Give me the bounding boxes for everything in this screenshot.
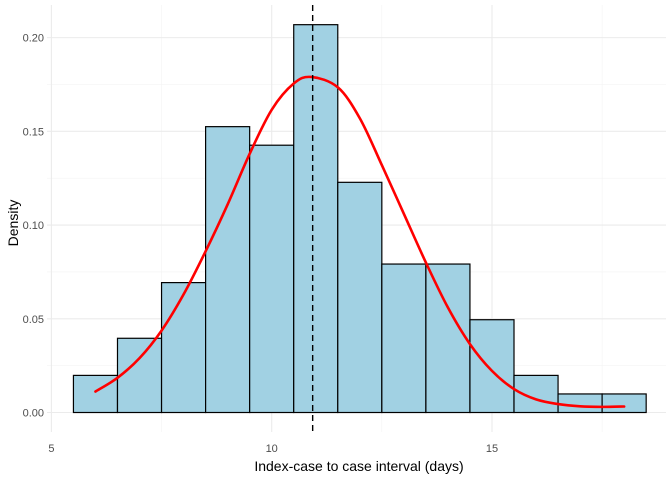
histogram-bar bbox=[381, 263, 427, 414]
x-axis-title: Index-case to case interval (days) bbox=[254, 458, 463, 474]
x-tick-label: 10 bbox=[266, 443, 278, 455]
histogram-bar bbox=[72, 374, 119, 414]
y-tick-label: 0.20 bbox=[23, 33, 44, 45]
histogram-bar bbox=[425, 263, 471, 414]
y-tick-label: 0.15 bbox=[23, 126, 44, 138]
histogram-bars bbox=[72, 24, 647, 414]
y-tick-label: 0.05 bbox=[23, 314, 44, 326]
x-axis-ticks: 5 10 15 bbox=[48, 443, 498, 455]
density-curve-layer bbox=[94, 75, 626, 409]
x-tick-label: 5 bbox=[48, 443, 54, 455]
histogram-bar bbox=[557, 393, 603, 414]
y-axis-title: Density bbox=[5, 200, 21, 247]
y-tick-label: 0.10 bbox=[23, 220, 44, 232]
x-tick-label: 15 bbox=[486, 443, 498, 455]
histogram-bar bbox=[469, 319, 515, 414]
histogram-bar bbox=[160, 282, 207, 414]
density-curve bbox=[94, 75, 626, 409]
histogram-bar bbox=[116, 337, 163, 414]
histogram-bar bbox=[601, 393, 647, 414]
histogram-bar bbox=[293, 24, 339, 414]
y-tick-label: 0.00 bbox=[23, 408, 44, 420]
histogram-bar bbox=[337, 181, 383, 414]
histogram-bar bbox=[249, 144, 295, 414]
y-axis-ticks: 0.00 0.05 0.10 0.15 0.20 bbox=[23, 33, 44, 420]
